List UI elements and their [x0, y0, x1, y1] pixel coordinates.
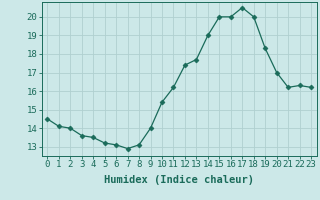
- X-axis label: Humidex (Indice chaleur): Humidex (Indice chaleur): [104, 175, 254, 185]
